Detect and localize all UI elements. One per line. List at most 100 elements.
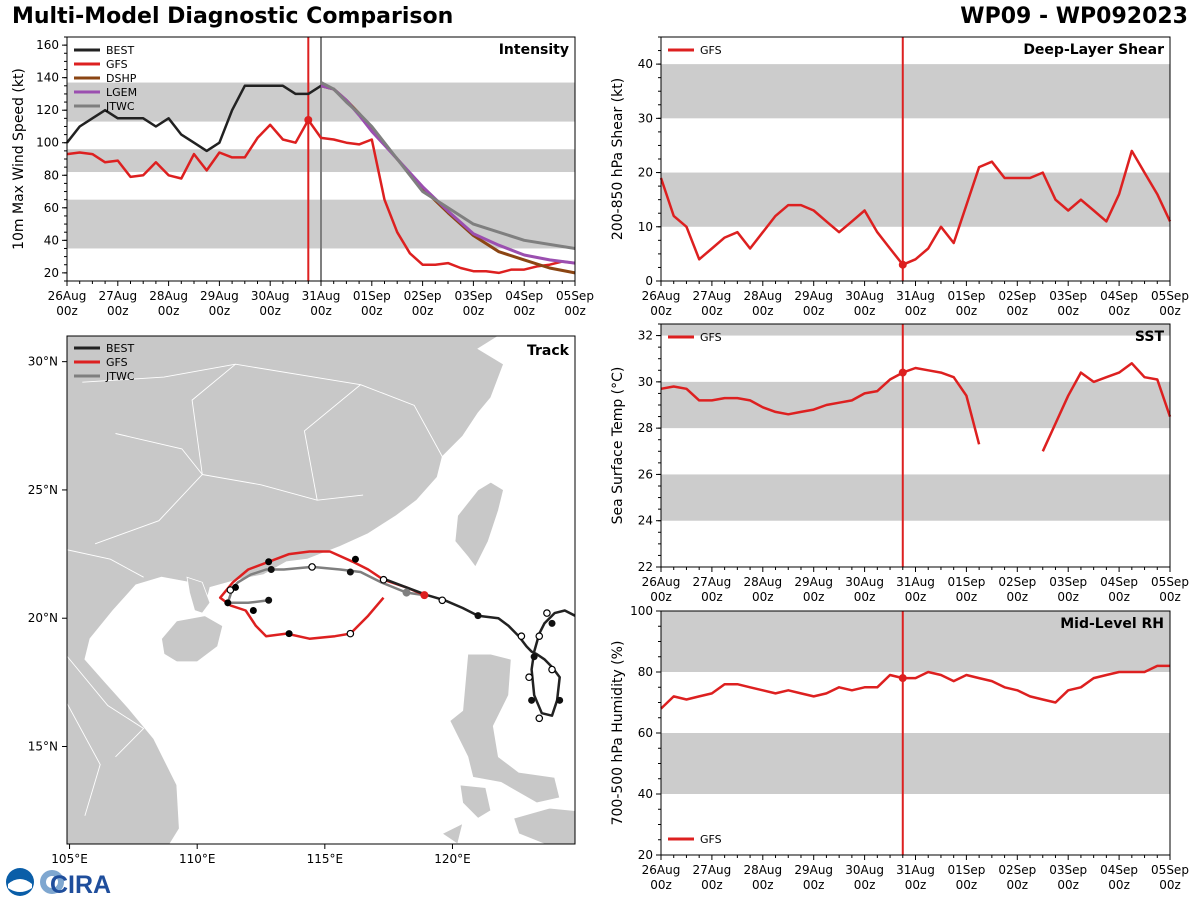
intensity-panel: 2040608010012014016026Aug00z27Aug00z28Au… bbox=[11, 36, 594, 318]
palawan-islands bbox=[441, 822, 464, 844]
sst-xtick-hour: 00z bbox=[1057, 590, 1079, 604]
sst-xtick-date: 29Aug bbox=[794, 575, 833, 589]
rh-xtick-hour: 00z bbox=[650, 878, 672, 892]
intensity-xtick-date: 30Aug bbox=[251, 289, 290, 303]
track-xtick-label: 115°E bbox=[307, 852, 344, 866]
shear-xtick-date: 31Aug bbox=[896, 289, 935, 303]
rh-xtick-date: 26Aug bbox=[642, 863, 681, 877]
shear-ytick-label: 0 bbox=[645, 274, 653, 288]
shear-title: Deep-Layer Shear bbox=[1023, 42, 1164, 58]
rh-shade-band bbox=[661, 733, 1170, 794]
track-point-open-best bbox=[525, 673, 533, 682]
sst-xtick-hour: 00z bbox=[701, 590, 723, 604]
track-point-gfs bbox=[351, 555, 359, 563]
admin-border bbox=[67, 702, 101, 816]
intensity-xtick-hour: 00z bbox=[412, 304, 434, 318]
sst-xtick-hour: 00z bbox=[1108, 590, 1130, 604]
sst-xtick-date: 03Sep bbox=[1049, 575, 1087, 589]
track-line-jtwc bbox=[226, 565, 425, 605]
rh-xtick-date: 30Aug bbox=[845, 863, 884, 877]
track-point-best bbox=[528, 696, 536, 704]
sst-xtick-date: 30Aug bbox=[845, 575, 884, 589]
shear-xtick-hour: 00z bbox=[752, 304, 774, 318]
shear-panel: 01020304026Aug00z27Aug00z28Aug00z29Aug00… bbox=[610, 36, 1189, 318]
shear-line-gfs bbox=[659, 149, 1172, 266]
track-point-open-best bbox=[517, 632, 526, 640]
sst-xtick-date: 04Sep bbox=[1100, 575, 1138, 589]
intensity-xtick-date: 28Aug bbox=[149, 289, 188, 303]
track-point-gray-jtwc bbox=[402, 588, 411, 597]
track-point-jtwc bbox=[346, 568, 354, 576]
sst-ytick-label: 28 bbox=[638, 421, 653, 435]
sst-ylabel: Sea Surface Temp (°C) bbox=[610, 367, 626, 525]
sst-shade-band bbox=[661, 381, 1170, 429]
rh-xtick-date: 02Sep bbox=[998, 863, 1036, 877]
track-borders bbox=[67, 363, 443, 816]
sst-plot-area bbox=[661, 324, 1170, 567]
intensity-marker-gfs bbox=[304, 115, 313, 124]
china-mainland bbox=[67, 336, 504, 844]
intensity-ytick-label: 160 bbox=[36, 38, 59, 52]
track-point-open-best bbox=[543, 609, 551, 617]
track-line-gfs bbox=[218, 550, 425, 640]
rh-xtick-date: 01Sep bbox=[947, 863, 985, 877]
shear-ytick-label: 10 bbox=[638, 220, 653, 234]
rh-xtick-hour: 00z bbox=[803, 878, 825, 892]
intensity-line-jtwc bbox=[320, 81, 576, 250]
sst-ytick-label: 32 bbox=[638, 329, 653, 343]
intensity-xtick-hour: 00z bbox=[107, 304, 129, 318]
track-lines bbox=[218, 550, 575, 723]
track-point-open-best bbox=[535, 632, 544, 640]
track-ytick-label: 20°N bbox=[28, 611, 58, 625]
track-ytick-label: 25°N bbox=[28, 483, 58, 497]
sst-xtick-hour: 00z bbox=[803, 590, 825, 604]
track-point-open-best bbox=[438, 596, 447, 605]
track-legend-label-jtwc: JTWC bbox=[105, 370, 135, 383]
sst-xtick-hour: 00z bbox=[905, 590, 927, 604]
intensity-ytick-label: 80 bbox=[44, 168, 59, 182]
track-point-gfs bbox=[231, 583, 239, 591]
shear-xtick-hour: 00z bbox=[1159, 304, 1181, 318]
shear-shade-band bbox=[661, 64, 1170, 119]
track-point-best bbox=[530, 653, 538, 661]
cira-logo-text: CIRA bbox=[50, 871, 111, 898]
intensity-line-best bbox=[66, 84, 322, 153]
intensity-xtick-hour: 00z bbox=[310, 304, 332, 318]
leizhou-peninsula bbox=[186, 576, 211, 614]
rh-legend-label-gfs: GFS bbox=[700, 833, 722, 846]
intensity-xtick-hour: 00z bbox=[56, 304, 78, 318]
rh-ytick-label: 60 bbox=[638, 726, 653, 740]
shear-xtick-date: 30Aug bbox=[845, 289, 884, 303]
intensity-ytick-label: 100 bbox=[36, 136, 59, 150]
track-point-best bbox=[548, 619, 556, 627]
sst-ytick-label: 22 bbox=[638, 560, 653, 574]
track-legend-label-best: BEST bbox=[106, 342, 134, 355]
intensity-xtick-hour: 00z bbox=[259, 304, 281, 318]
intensity-legend-label-dshp: DSHP bbox=[106, 72, 137, 85]
shear-legend-label-gfs: GFS bbox=[700, 44, 722, 57]
sst-xtick-hour: 00z bbox=[1159, 590, 1181, 604]
rh-ytick-label: 100 bbox=[630, 604, 653, 618]
intensity-legend-label-gfs: GFS bbox=[106, 58, 128, 71]
intensity-ytick-label: 60 bbox=[44, 201, 59, 215]
sst-xtick-date: 02Sep bbox=[998, 575, 1036, 589]
rh-xtick-hour: 00z bbox=[1057, 878, 1079, 892]
shear-shade-band bbox=[661, 172, 1170, 227]
track-point-jtwc bbox=[267, 565, 275, 573]
cira-logo: CIRA bbox=[4, 866, 114, 899]
sst-shade-band bbox=[661, 324, 1170, 336]
shear-xtick-date: 26Aug bbox=[642, 289, 681, 303]
rh-ytick-label: 40 bbox=[638, 787, 653, 801]
intensity-xtick-hour: 00z bbox=[158, 304, 180, 318]
shear-xtick-hour: 00z bbox=[701, 304, 723, 318]
sst-xtick-date: 27Aug bbox=[693, 575, 732, 589]
track-point-best bbox=[556, 696, 564, 704]
taiwan-island bbox=[454, 481, 504, 568]
rh-title: Mid-Level RH bbox=[1060, 616, 1164, 632]
shear-xtick-hour: 00z bbox=[905, 304, 927, 318]
sst-shade-band bbox=[661, 474, 1170, 521]
shear-xtick-hour: 00z bbox=[956, 304, 978, 318]
sst-xtick-hour: 00z bbox=[1007, 590, 1029, 604]
sst-xtick-hour: 00z bbox=[854, 590, 876, 604]
